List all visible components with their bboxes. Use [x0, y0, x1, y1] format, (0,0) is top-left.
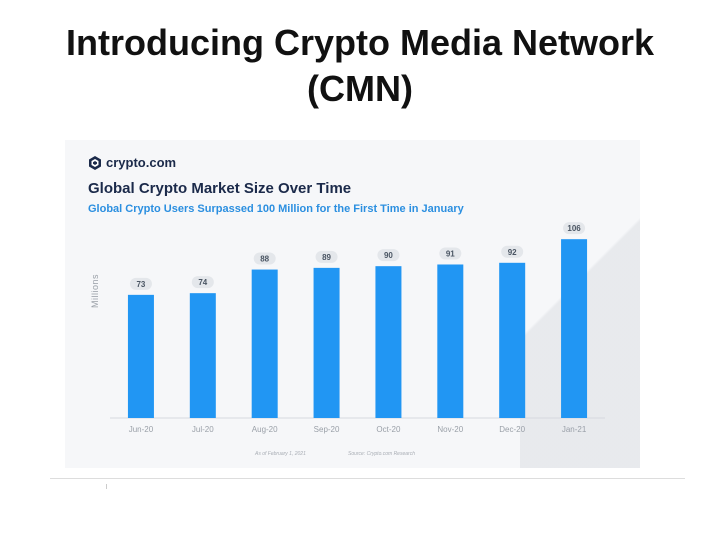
data-label-pill [563, 222, 586, 235]
data-label-pill [315, 250, 338, 263]
data-label: 91 [446, 249, 455, 258]
data-label-pill [377, 249, 400, 262]
brand-logo: crypto.com [88, 155, 176, 170]
bar [189, 293, 216, 418]
bar [499, 262, 526, 418]
slide-title: Introducing Crypto Media Network (CMN) [65, 22, 655, 109]
data-label-pill [129, 277, 152, 290]
crypto-logo-icon [89, 155, 101, 170]
data-label-pill [501, 245, 524, 258]
x-tick-label: Dec-20 [499, 425, 525, 434]
chart-card: crypto.com Global Crypto Market Size Ove… [65, 140, 640, 468]
data-label: 73 [136, 280, 145, 289]
data-label: 90 [384, 251, 393, 260]
bar [561, 239, 588, 418]
bar [313, 267, 340, 418]
data-label: 92 [508, 248, 517, 257]
brand-name: crypto.com [106, 155, 177, 170]
data-label: 89 [322, 253, 331, 262]
footnote-date: As of February 1, 2021 [255, 451, 306, 457]
x-tick-label: Aug-20 [252, 425, 278, 434]
x-tick-label: Jan-21 [562, 425, 587, 434]
footnote-source: Source: Crypto.com Research [348, 451, 415, 457]
x-tick-label: Jun-20 [129, 425, 154, 434]
data-label: 106 [567, 224, 581, 233]
data-label-pill [191, 276, 214, 289]
data-label: 88 [260, 255, 269, 264]
x-tick-label: Nov-20 [437, 425, 463, 434]
bar-chart-plot: 73 Jun-20 74 Jul-20 88 Aug-20 89 Sep-20 90 Oct-20… [110, 222, 605, 434]
bar [437, 264, 464, 418]
bar [375, 266, 402, 418]
x-tick-label: Sep-20 [314, 425, 340, 434]
chart-subtitle: Global Crypto Users Surpassed 100 Millio… [88, 203, 464, 215]
data-label-pill [253, 252, 276, 265]
chart-title: Global Crypto Market Size Over Time [88, 180, 352, 197]
data-label: 74 [198, 278, 207, 287]
divider-line [50, 478, 685, 479]
bar [127, 294, 154, 418]
bar [251, 269, 278, 418]
x-tick-label: Oct-20 [376, 425, 401, 434]
x-tick-label: Jul-20 [192, 425, 214, 434]
slide-tick-mark [106, 484, 107, 489]
data-label-pill [439, 247, 462, 260]
